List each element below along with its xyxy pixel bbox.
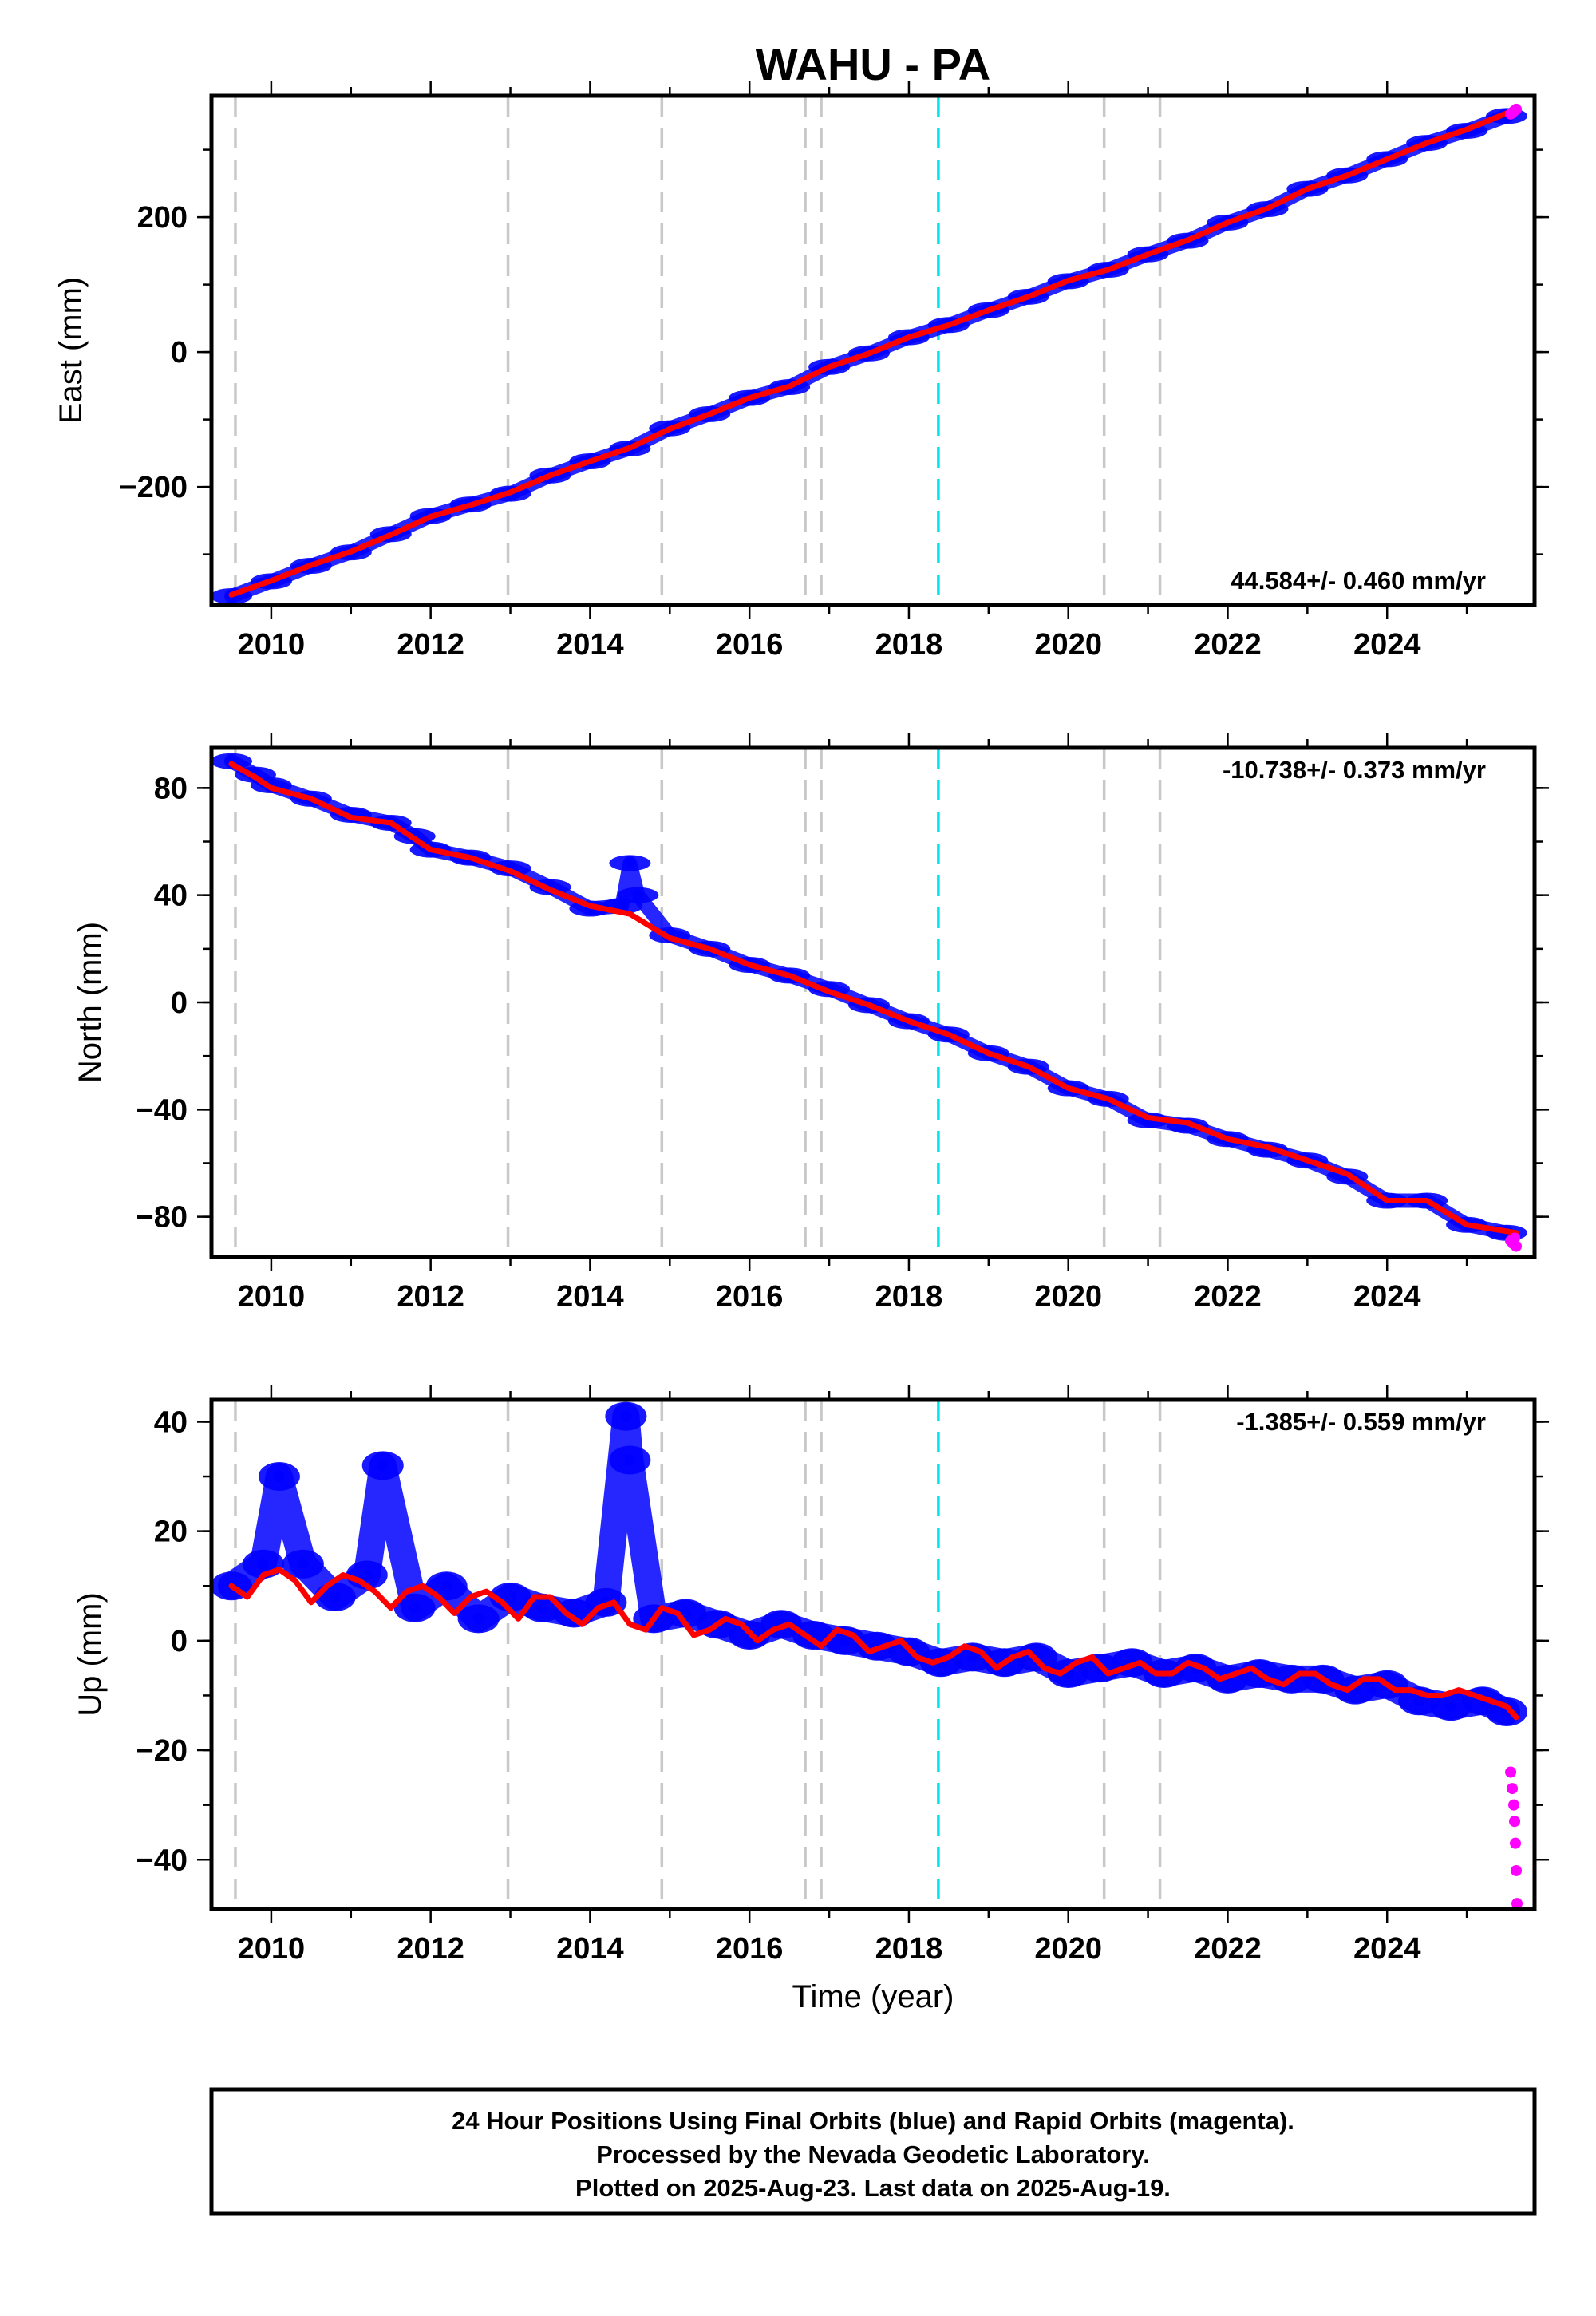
x-tick-label: 2016: [716, 628, 784, 662]
rapid-point: [1507, 1783, 1519, 1795]
x-tick-label: 2018: [875, 1932, 943, 1966]
x-tick-label: 2012: [397, 1932, 464, 1966]
up-plot-frame: [209, 1397, 1537, 1911]
north-data-layer: [211, 748, 1528, 1257]
up-data-layer: [211, 1400, 1528, 1909]
x-tick-label: 2024: [1353, 628, 1421, 662]
x-tick-label: 2020: [1034, 1280, 1102, 1314]
footer-line-2: Processed by the Nevada Geodetic Laborat…: [596, 2140, 1150, 2168]
rapid-point: [1511, 103, 1523, 115]
rapid-point: [1511, 1864, 1523, 1876]
north-panel: 2010 2012 2014 2016 2018 2020 2022 2024 −80 −40 0 4…: [73, 733, 1549, 1314]
final-series-band: [217, 1402, 1521, 1726]
y-tick-label: 40: [154, 879, 188, 913]
x-tick-label: 2022: [1194, 1932, 1262, 1966]
east-y-axis-label: East (mm): [53, 277, 89, 424]
east-rate-label: 44.584+/- 0.460 mm/yr: [1231, 567, 1486, 595]
y-tick-label: 200: [137, 201, 188, 235]
x-axis-label: Time (year): [792, 1979, 954, 2014]
y-tick-label: 0: [171, 986, 188, 1020]
x-tick-label: 2024: [1353, 1932, 1421, 1966]
east-panel: 2010 2012 2014 2016 2018 2020 2022 2024 −200 0 200…: [53, 81, 1549, 662]
x-tick-label: 2014: [556, 628, 624, 662]
east-data-layer: [211, 96, 1528, 605]
x-tick-label: 2020: [1034, 1932, 1102, 1966]
x-tick-label: 2016: [716, 1280, 784, 1314]
north-rate-label: -10.738+/- 0.373 mm/yr: [1223, 756, 1486, 784]
y-tick-label: −80: [136, 1201, 188, 1235]
rapid-point: [1511, 1898, 1523, 1909]
footer-line-3: Plotted on 2025-Aug-23. Last data on 202…: [575, 2174, 1171, 2202]
x-tick-label: 2018: [875, 1280, 943, 1314]
y-tick-label: −20: [136, 1734, 188, 1768]
y-tick-label: 0: [171, 1625, 188, 1658]
up-axes-layer: 2010 2012 2014 2016 2018 2020 2022 2024 −40 −20 0 2…: [136, 1385, 1549, 1966]
y-tick-label: −40: [136, 1844, 188, 1877]
x-tick-label: 2024: [1353, 1280, 1421, 1314]
x-tick-label: 2010: [238, 1280, 306, 1314]
rapid-point: [1505, 1766, 1517, 1778]
north-axes-layer: 2010 2012 2014 2016 2018 2020 2022 2024 −80 −40 0 4…: [136, 733, 1549, 1314]
y-tick-label: −200: [119, 471, 188, 504]
model-fit-line: [228, 761, 1519, 1236]
up-panel: 2010 2012 2014 2016 2018 2020 2022 2024 −40 −20 0 2…: [73, 1385, 1549, 1966]
model-fit-line: [228, 1567, 1519, 1721]
y-tick-label: 40: [154, 1405, 188, 1439]
y-tick-label: 20: [154, 1516, 188, 1549]
x-tick-label: 2010: [238, 628, 306, 662]
y-tick-label: −40: [136, 1093, 188, 1127]
x-tick-label: 2010: [238, 1932, 306, 1966]
x-tick-label: 2018: [875, 628, 943, 662]
x-tick-label: 2014: [556, 1932, 624, 1966]
up-y-axis-label: Up (mm): [73, 1592, 108, 1717]
x-tick-label: 2022: [1194, 628, 1262, 662]
x-tick-label: 2022: [1194, 1280, 1262, 1314]
x-tick-label: 2020: [1034, 628, 1102, 662]
footer-box: [209, 2087, 1537, 2216]
up-rate-label: -1.385+/- 0.559 mm/yr: [1236, 1408, 1486, 1436]
chart-title: WAHU - PA: [756, 39, 991, 89]
x-tick-label: 2012: [397, 628, 464, 662]
model-fit-line: [228, 106, 1519, 598]
x-tick-label: 2012: [397, 1280, 464, 1314]
rapid-point: [1508, 1799, 1520, 1811]
east-axes-layer: 2010 2012 2014 2016 2018 2020 2022 2024 −200 0 200: [119, 81, 1549, 662]
rapid-point: [1511, 1240, 1523, 1252]
footer: 24 Hour Positions Using Final Orbits (bl…: [209, 2087, 1537, 2216]
x-tick-label: 2014: [556, 1280, 624, 1314]
north-y-axis-label: North (mm): [73, 922, 108, 1083]
x-tick-label: 2016: [716, 1932, 784, 1966]
rapid-point: [1510, 1837, 1522, 1849]
rapid-point: [1509, 1816, 1521, 1828]
y-tick-label: 80: [154, 772, 188, 805]
footer-line-1: 24 Hour Positions Using Final Orbits (bl…: [452, 2107, 1294, 2135]
y-tick-label: 0: [171, 336, 188, 370]
east-plot-frame: [209, 93, 1537, 607]
